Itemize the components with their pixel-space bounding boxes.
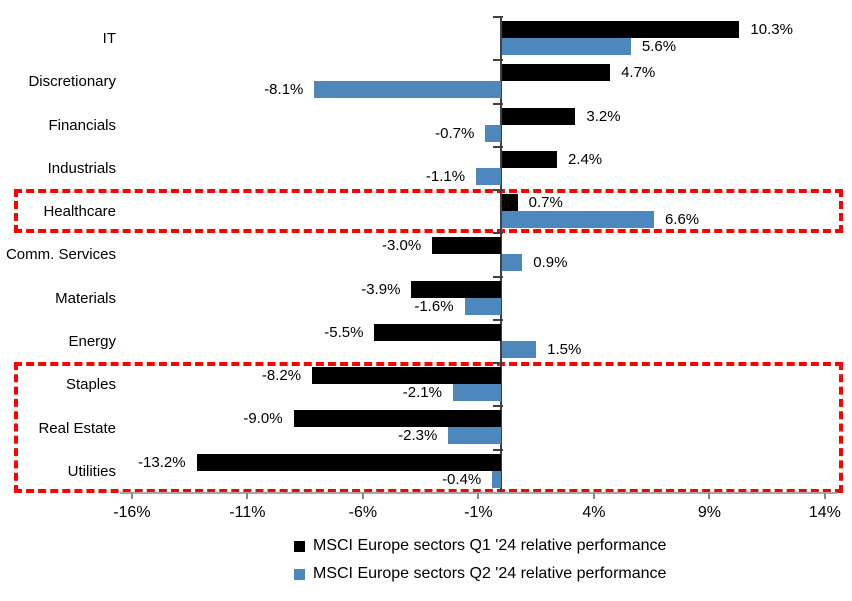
x-axis-tick-label: -6% bbox=[348, 504, 378, 521]
value-label: 0.7% bbox=[528, 194, 563, 212]
value-label: 0.9% bbox=[533, 254, 568, 272]
value-label: -8.2% bbox=[261, 367, 302, 385]
q2-legend-swatch-icon bbox=[294, 568, 305, 580]
category-axis-tick bbox=[493, 318, 503, 321]
value-axis-tick bbox=[361, 493, 364, 499]
category-label: Healthcare bbox=[43, 203, 116, 221]
q2-bar bbox=[448, 427, 502, 445]
q2-bar bbox=[452, 384, 502, 402]
category-label: Materials bbox=[55, 289, 116, 307]
highlight-box-defensives-highlight bbox=[14, 362, 843, 493]
value-axis-tick bbox=[592, 493, 595, 499]
q2-bar bbox=[485, 124, 502, 142]
q2-bar bbox=[501, 211, 654, 229]
q1-bar bbox=[374, 323, 502, 341]
category-axis-tick bbox=[493, 189, 503, 192]
category-axis-line bbox=[500, 17, 502, 493]
q2-bar bbox=[501, 340, 537, 358]
value-label: 6.6% bbox=[664, 211, 700, 229]
value-label: -13.2% bbox=[138, 453, 186, 471]
x-axis-tick-label: -16% bbox=[113, 504, 151, 521]
category-axis-tick bbox=[493, 145, 503, 148]
q1-bar bbox=[196, 453, 502, 471]
q1-bar bbox=[411, 280, 502, 298]
value-label: -2.1% bbox=[402, 384, 442, 402]
q2-bar bbox=[464, 297, 502, 315]
value-axis-tick bbox=[708, 493, 711, 499]
value-axis-tick bbox=[477, 493, 480, 499]
value-axis-tick bbox=[823, 493, 826, 499]
category-axis-tick bbox=[493, 16, 503, 18]
x-axis-tick-label: 14% bbox=[808, 504, 841, 521]
q1-bar bbox=[501, 194, 518, 212]
value-label: -1.6% bbox=[414, 297, 454, 315]
category-axis-tick bbox=[493, 232, 503, 235]
value-label: 2.4% bbox=[567, 150, 603, 168]
value-label: -2.3% bbox=[398, 427, 438, 445]
category-axis-tick bbox=[493, 59, 503, 62]
value-label: 3.2% bbox=[586, 107, 621, 125]
category-label: Financials bbox=[48, 116, 116, 134]
q2-bar bbox=[501, 38, 631, 55]
category-label: IT bbox=[102, 30, 116, 48]
category-axis-tick bbox=[493, 405, 503, 408]
legend-label-q2: MSCI Europe sectors Q2 '24 relative perf… bbox=[313, 565, 667, 582]
category-label: Discretionary bbox=[28, 73, 116, 91]
value-label: -1.1% bbox=[425, 167, 466, 185]
value-label: -3.0% bbox=[382, 237, 422, 255]
category-axis-tick bbox=[493, 102, 503, 105]
category-label: Staples bbox=[65, 376, 116, 394]
category-label: Industrials bbox=[47, 159, 116, 177]
value-label: -9.0% bbox=[243, 410, 283, 428]
q1-bar bbox=[312, 367, 502, 385]
value-axis-tick bbox=[246, 493, 249, 499]
q2-bar bbox=[492, 470, 502, 488]
value-label: -5.5% bbox=[324, 323, 364, 341]
q1-bar bbox=[293, 410, 502, 428]
value-axis-tick bbox=[130, 493, 133, 499]
q1-bar bbox=[501, 107, 576, 125]
category-label: Real Estate bbox=[38, 419, 116, 437]
q2-bar bbox=[314, 81, 502, 99]
q2-bar bbox=[476, 167, 502, 185]
q1-legend-swatch-icon bbox=[294, 540, 305, 552]
value-label: 1.5% bbox=[547, 340, 582, 358]
category-axis-tick bbox=[493, 448, 503, 451]
value-label: -8.1% bbox=[264, 81, 304, 99]
x-axis-tick-label: 9% bbox=[697, 504, 721, 521]
legend-item-q1: MSCI Europe sectors Q1 '24 relative perf… bbox=[294, 537, 666, 555]
legend: MSCI Europe sectors Q1 '24 relative perf… bbox=[294, 537, 666, 593]
x-axis-tick-label: 4% bbox=[582, 504, 606, 521]
value-label: 5.6% bbox=[641, 38, 677, 55]
category-axis-tick bbox=[493, 362, 503, 365]
value-label: -0.4% bbox=[442, 470, 482, 488]
x-axis-tick-label: -11% bbox=[229, 504, 266, 521]
value-label: -0.7% bbox=[435, 124, 475, 142]
legend-label-q1: MSCI Europe sectors Q1 '24 relative perf… bbox=[313, 537, 667, 554]
legend-item-q2: MSCI Europe sectors Q2 '24 relative perf… bbox=[294, 565, 666, 583]
value-label: 10.3% bbox=[750, 21, 793, 38]
value-label: -3.9% bbox=[361, 280, 401, 298]
category-label: Energy bbox=[68, 333, 116, 351]
value-label: 4.7% bbox=[621, 64, 656, 82]
category-label: Comm. Services bbox=[5, 246, 116, 264]
category-label: Utilities bbox=[67, 462, 116, 480]
category-axis-tick bbox=[493, 275, 503, 278]
q2-bar bbox=[501, 254, 523, 272]
q1-bar bbox=[432, 237, 502, 255]
q1-bar bbox=[501, 150, 557, 168]
x-axis-tick-label: -1% bbox=[464, 504, 493, 521]
q1-bar bbox=[501, 21, 740, 38]
q1-bar bbox=[501, 64, 611, 82]
highlight-box-healthcare-highlight bbox=[14, 189, 843, 234]
